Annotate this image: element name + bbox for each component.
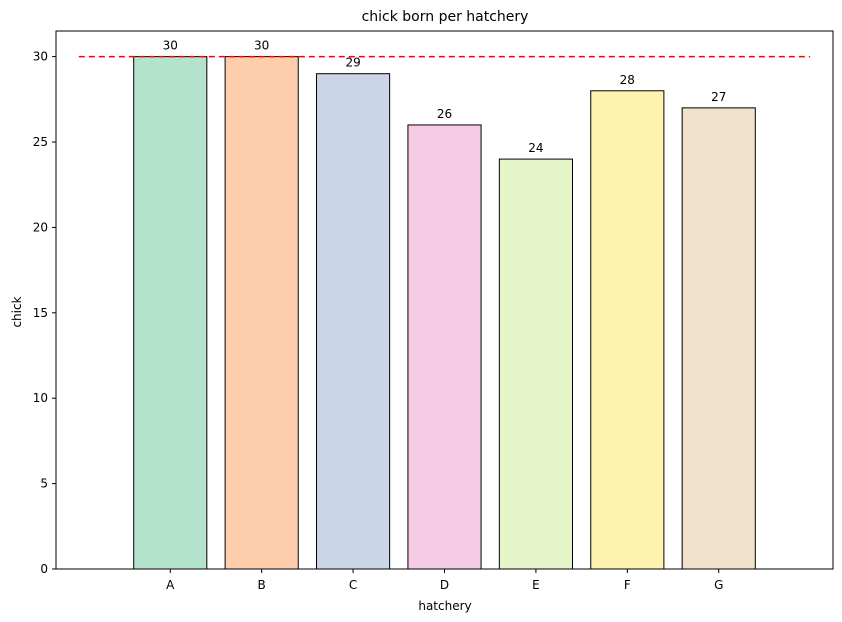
y-tick-label-0: 0 [40,562,48,576]
bar-E [498,158,573,570]
x-tick-label-F: F [624,578,631,592]
data-label-G: 27 [711,90,726,104]
x-axis-label: hatchery [418,599,471,613]
x-axis-ticks: A B C D E F G [166,569,723,592]
y-tick-label-5: 5 [40,477,48,491]
y-tick-label-10: 10 [33,391,48,405]
bar-F [590,90,665,570]
bars-group [133,56,756,570]
data-label-D: 26 [437,107,452,121]
y-tick-label-25: 25 [33,135,48,149]
y-tick-label-20: 20 [33,220,48,234]
x-tick-label-C: C [349,578,357,592]
y-tick-label-15: 15 [33,306,48,320]
y-axis-label: chick [10,296,24,327]
y-axis-ticks: 0 5 10 15 20 25 30 [33,50,56,576]
x-tick-label-G: G [714,578,723,592]
x-tick-label-B: B [258,578,266,592]
x-tick-label-D: D [440,578,449,592]
bar-D [407,124,482,570]
chart-title: chick born per hatchery [362,9,529,25]
data-label-F: 28 [620,73,635,87]
x-tick-label-E: E [532,578,540,592]
data-label-E: 24 [528,141,543,155]
data-label-C: 29 [345,56,360,70]
data-label-B: 30 [254,39,269,53]
data-label-A: 30 [163,39,178,53]
data-labels-group: 30 30 29 26 24 28 27 [163,39,727,155]
bar-B [224,56,299,570]
x-tick-label-A: A [166,578,175,592]
y-tick-label-30: 30 [33,50,48,64]
bar-C [316,73,391,570]
bar-G [681,107,756,570]
bar-A [133,56,208,570]
